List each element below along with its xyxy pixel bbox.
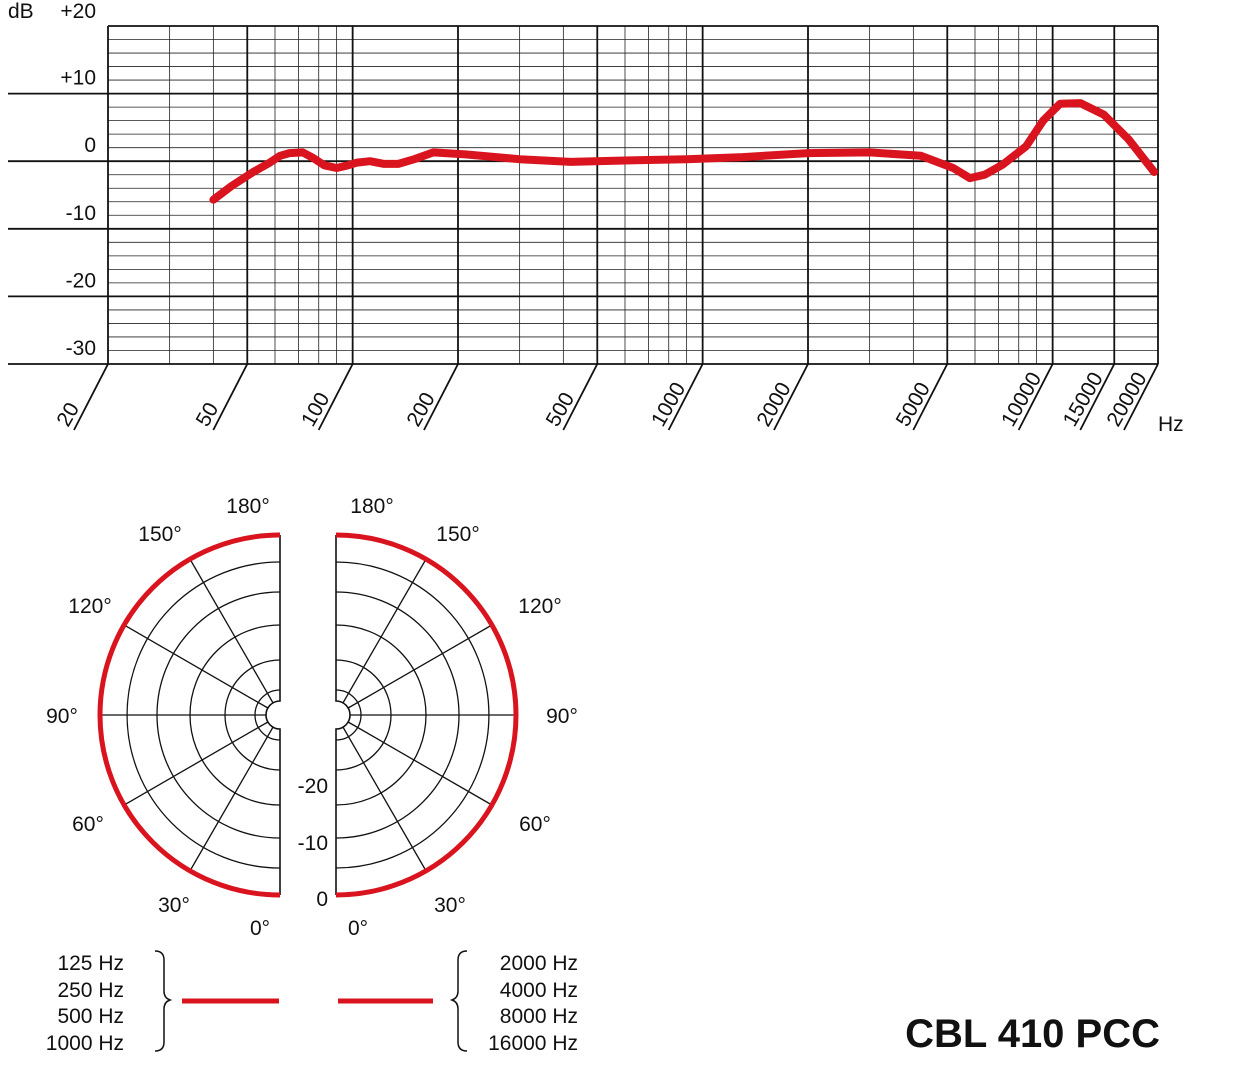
polar-angle-label: 90° [546, 705, 578, 728]
polar-angle-label: 60° [519, 813, 551, 836]
polar-pattern [97, 532, 519, 898]
x-tick-label: 100 [297, 389, 334, 431]
legend-frequency-label: 4000 Hz [500, 979, 578, 1002]
polar-spoke [342, 558, 427, 704]
x-tick-slant [773, 363, 809, 431]
polar-angle-label: 150° [138, 523, 181, 546]
x-tick-label: 20000 [1102, 368, 1151, 430]
x-tick-label: 50 [192, 399, 224, 431]
polar-spoke [347, 624, 493, 709]
x-tick-label: 200 [402, 389, 439, 431]
legend-frequency-label: 1000 Hz [46, 1032, 124, 1055]
polar-radial-label: 0 [316, 888, 328, 911]
legend-frequency-label: 2000 Hz [500, 952, 578, 975]
x-tick-slant [667, 363, 704, 431]
x-tick-label: 5000 [892, 379, 935, 431]
x-tick-slant [73, 363, 109, 431]
x-tick-label: 20 [52, 399, 84, 431]
legend-frequency-label: 500 Hz [57, 1005, 124, 1028]
polar-spoke [123, 624, 269, 709]
y-tick-label: +20 [60, 0, 96, 23]
response-curve-line [209, 99, 1159, 204]
polar-angle-label: 120° [518, 595, 561, 618]
polar-angle-label: 90° [46, 705, 78, 728]
polar-response-curve [97, 532, 281, 898]
y-tick-label: -30 [66, 337, 96, 360]
x-axis-label: Hz [1158, 413, 1184, 436]
polar-response-curve [335, 532, 519, 898]
x-tick-slant [212, 363, 249, 431]
polar-radial-label: -10 [298, 832, 328, 855]
polar-spoke [189, 558, 274, 704]
x-tick-label: 10000 [997, 368, 1046, 430]
frequency-response-curve [209, 99, 1159, 204]
polar-spoke [342, 726, 427, 872]
polar-labels: 180° 150° 120° 90° 60° 30° 0° 180° 150° 120° 90° 60… [46, 495, 578, 940]
frequency-response-labels: +20 +10 0 -10 -20 -30 dB Hz 20 50 100 200 500 1000 200… [8, 0, 1184, 436]
x-tick-label: 2000 [752, 379, 795, 431]
legend-brace-left [154, 950, 173, 1052]
polar-angle-label: 120° [68, 595, 111, 618]
x-tick-label: 500 [542, 389, 579, 431]
legend-brace-right [449, 950, 468, 1052]
x-tick-slant [912, 363, 949, 431]
polar-angle-label: 180° [350, 495, 393, 518]
x-tick-slant [1017, 363, 1054, 431]
legend-frequency-label: 16000 Hz [488, 1032, 578, 1055]
y-tick-label: -10 [66, 202, 96, 225]
legend-frequency-label: 125 Hz [57, 952, 124, 975]
x-tick-label: 1000 [647, 379, 690, 431]
y-tick-label: 0 [84, 134, 96, 157]
x-tick-slant [562, 363, 599, 431]
polar-axis [335, 535, 351, 895]
polar-spoke [123, 721, 269, 806]
x-tick-label: 15000 [1059, 368, 1108, 430]
polar-axis [265, 535, 281, 895]
x-tick-slant [1123, 363, 1159, 431]
polar-angle-label: 180° [226, 495, 269, 518]
polar-radial-label: -20 [298, 775, 328, 798]
x-tick-slant [1079, 363, 1116, 431]
legend-frequency-label: 8000 Hz [500, 1005, 578, 1028]
polar-legend: 125 Hz 250 Hz 500 Hz 1000 Hz 2000 Hz 4000 Hz 8… [46, 950, 578, 1055]
y-tick-label: +10 [60, 67, 96, 90]
polar-angle-label: 30° [158, 894, 190, 917]
polar-spoke [189, 726, 274, 872]
polar-spoke [347, 721, 493, 806]
x-tick-slant [423, 363, 459, 431]
polar-angle-label: 60° [72, 813, 104, 836]
frequency-response-grid [8, 25, 1159, 431]
polar-angle-label: 0° [348, 917, 368, 940]
x-tick-slant [317, 363, 354, 431]
y-tick-label: -20 [66, 269, 96, 292]
y-axis-label: dB [8, 0, 34, 23]
polar-angle-label: 0° [250, 917, 270, 940]
polar-angle-label: 30° [434, 894, 466, 917]
legend-frequency-label: 250 Hz [57, 979, 124, 1002]
model-name: CBL 410 PCC [905, 1012, 1160, 1056]
polar-angle-label: 150° [436, 523, 479, 546]
